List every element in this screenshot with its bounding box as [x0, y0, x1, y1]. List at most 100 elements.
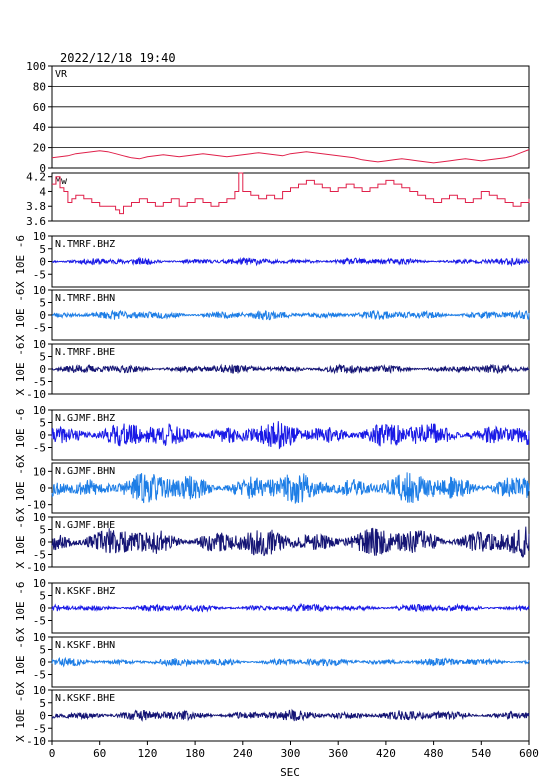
y-tick-label: 5	[39, 697, 46, 710]
y-axis-label: X 10E -6	[14, 462, 27, 515]
waveform-tmrf-bhz	[51, 256, 530, 267]
panel-label: N.GJMF.BHE	[55, 520, 115, 531]
y-axis-label: X 10E -6	[14, 689, 27, 742]
y-axis-label: X 10E -6	[14, 582, 27, 635]
panel-label: N.KSKF.BHE	[55, 693, 115, 704]
y-tick-label: 0	[39, 429, 46, 442]
y-tick-label: -10	[26, 735, 46, 748]
y-tick-label: 10	[33, 284, 46, 297]
y-tick-label: 20	[33, 142, 46, 155]
panel-label: Mw	[55, 176, 68, 187]
x-tick-label: 300	[281, 747, 301, 760]
y-tick-label: 5	[39, 417, 46, 430]
panel-label: N.GJMF.BHN	[55, 466, 115, 477]
panel-label: N.TMRF.BHE	[55, 347, 115, 358]
y-tick-label: 5	[39, 524, 46, 537]
x-tick-label: 240	[233, 747, 253, 760]
y-tick-label: -5	[33, 442, 46, 455]
y-tick-label: 0	[39, 710, 46, 723]
panel-label: N.KSKF.BHN	[55, 640, 115, 651]
y-tick-label: 10	[33, 631, 46, 644]
y-tick-label: 5	[39, 297, 46, 310]
x-axis-label: SEC	[280, 766, 300, 779]
y-tick-label: 5	[39, 644, 46, 657]
x-tick-label: 480	[424, 747, 444, 760]
y-tick-label: 40	[33, 121, 46, 134]
x-tick-label: 0	[49, 747, 56, 760]
x-tick-label: 120	[137, 747, 157, 760]
y-tick-label: 10	[33, 465, 46, 478]
timestamp-label: 2022/12/18 19:40	[60, 51, 176, 65]
x-tick-label: 600	[519, 747, 539, 760]
waveform-kskf-bhn	[51, 656, 530, 668]
y-axis-label: X 10E -6	[14, 235, 27, 288]
y-tick-label: 5	[39, 590, 46, 603]
x-axis: 0 60 120 180 240 300 360 420 480 540 600	[49, 741, 539, 760]
panel-vr: 0 20 40 60 80 100 VR	[26, 60, 530, 175]
panel-label: N.TMRF.BHN	[55, 293, 115, 304]
y-tick-label: -10	[26, 388, 46, 401]
y-tick-label: 0	[39, 482, 46, 495]
series-line-mw	[52, 172, 530, 215]
y-tick-label: 3.8	[26, 200, 46, 213]
waveform-tmrf-bhe	[51, 363, 530, 375]
y-axis-label: X 10E -6	[14, 636, 27, 689]
y-axis-label: X 10E -6	[14, 516, 27, 569]
waveform-gjmf-bhe	[51, 526, 530, 558]
y-tick-label: 4	[39, 185, 46, 198]
y-axis-label: X 10E -6	[14, 289, 27, 342]
panel-label: N.KSKF.BHZ	[55, 586, 115, 597]
x-tick-label: 180	[185, 747, 205, 760]
y-tick-label: 10	[33, 404, 46, 417]
y-tick-label: 5	[39, 243, 46, 256]
waveform-tmrf-bhn	[51, 309, 530, 321]
x-tick-label: 540	[471, 747, 491, 760]
y-tick-label: -5	[33, 376, 46, 389]
panel-frame	[51, 65, 530, 169]
y-tick-label: 10	[33, 684, 46, 697]
panel-label: N.TMRF.BHZ	[55, 239, 115, 250]
y-tick-label: 80	[33, 80, 46, 93]
y-tick-label: -5	[33, 549, 46, 562]
waveform-kskf-bhz	[51, 602, 530, 613]
y-tick-label: 0	[39, 656, 46, 669]
x-tick-label: 360	[328, 747, 348, 760]
y-tick-label: 0	[39, 536, 46, 549]
x-tick-label: 60	[93, 747, 106, 760]
waveform-gjmf-bhz	[51, 421, 530, 450]
panel-mw: 3.6 3.8 44.2 Mw	[26, 171, 530, 228]
panel-frame	[51, 172, 530, 222]
y-tick-label: 10	[33, 511, 46, 524]
panel-label: N.GJMF.BHZ	[55, 413, 115, 424]
y-tick-label: -5	[33, 322, 46, 335]
y-axis-label: X 10E -6	[14, 343, 27, 396]
y-tick-label: 10	[33, 338, 46, 351]
series-line-vr	[51, 149, 530, 164]
y-tick-label: -5	[33, 268, 46, 281]
y-tick-label: 10	[33, 577, 46, 590]
y-tick-label: 0	[39, 162, 46, 175]
y-tick-label: 3.6	[26, 215, 46, 228]
y-tick-label: -5	[33, 669, 46, 682]
y-tick-label: 0	[39, 602, 46, 615]
panel-frame	[51, 409, 530, 461]
y-tick-label: -10	[26, 499, 46, 512]
waveform-gjmf-bhn	[51, 472, 530, 504]
y-tick-label: 0	[39, 256, 46, 269]
y-tick-label: -5	[33, 722, 46, 735]
y-tick-label: 100	[26, 60, 46, 73]
y-tick-label: 60	[33, 101, 46, 114]
y-tick-label: -5	[33, 615, 46, 628]
y-tick-label: 0	[39, 309, 46, 322]
